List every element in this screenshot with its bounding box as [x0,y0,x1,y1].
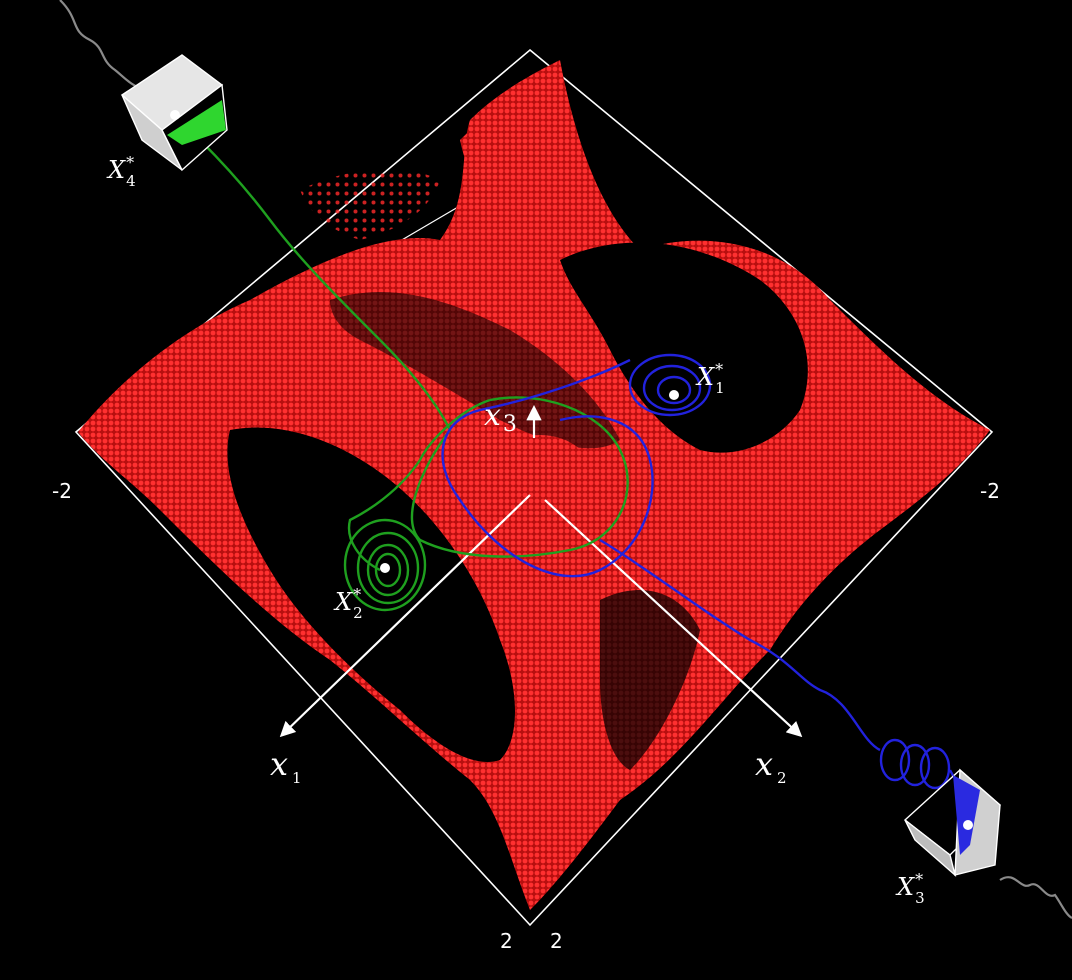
inset-cube-x4 [120,54,228,172]
equilibria-markers [380,390,679,573]
hole-lower-left [227,427,516,762]
axis-x3-label: x3 [484,398,517,437]
inset-cube-x3 [903,768,1002,877]
x1-point [669,390,679,400]
axis-x2-line [544,499,803,738]
hole-center-band [330,291,620,449]
label-x2: X* 2 [333,585,363,622]
attractor-cloud [78,60,990,910]
label-x4: X* 4 [106,153,136,190]
trajectory-tails [59,0,1072,919]
hole-lower-right [600,590,700,770]
tick-left: -2 [52,479,72,503]
label-x3: X* 3 [895,870,925,907]
trajectory-green [199,139,629,612]
hole-upper-right [560,242,808,453]
attractor-sparse-scatter [300,169,440,240]
attractor-upper-flare [460,75,620,252]
attractor-core [485,435,595,525]
trajectory-blue [441,353,977,811]
x2-point [380,563,390,573]
tick-bottom-right: 2 [550,929,563,953]
label-x1: X* 1 [695,360,725,397]
tick-right: -2 [980,479,1000,503]
tick-bottom-left: 2 [500,929,513,953]
